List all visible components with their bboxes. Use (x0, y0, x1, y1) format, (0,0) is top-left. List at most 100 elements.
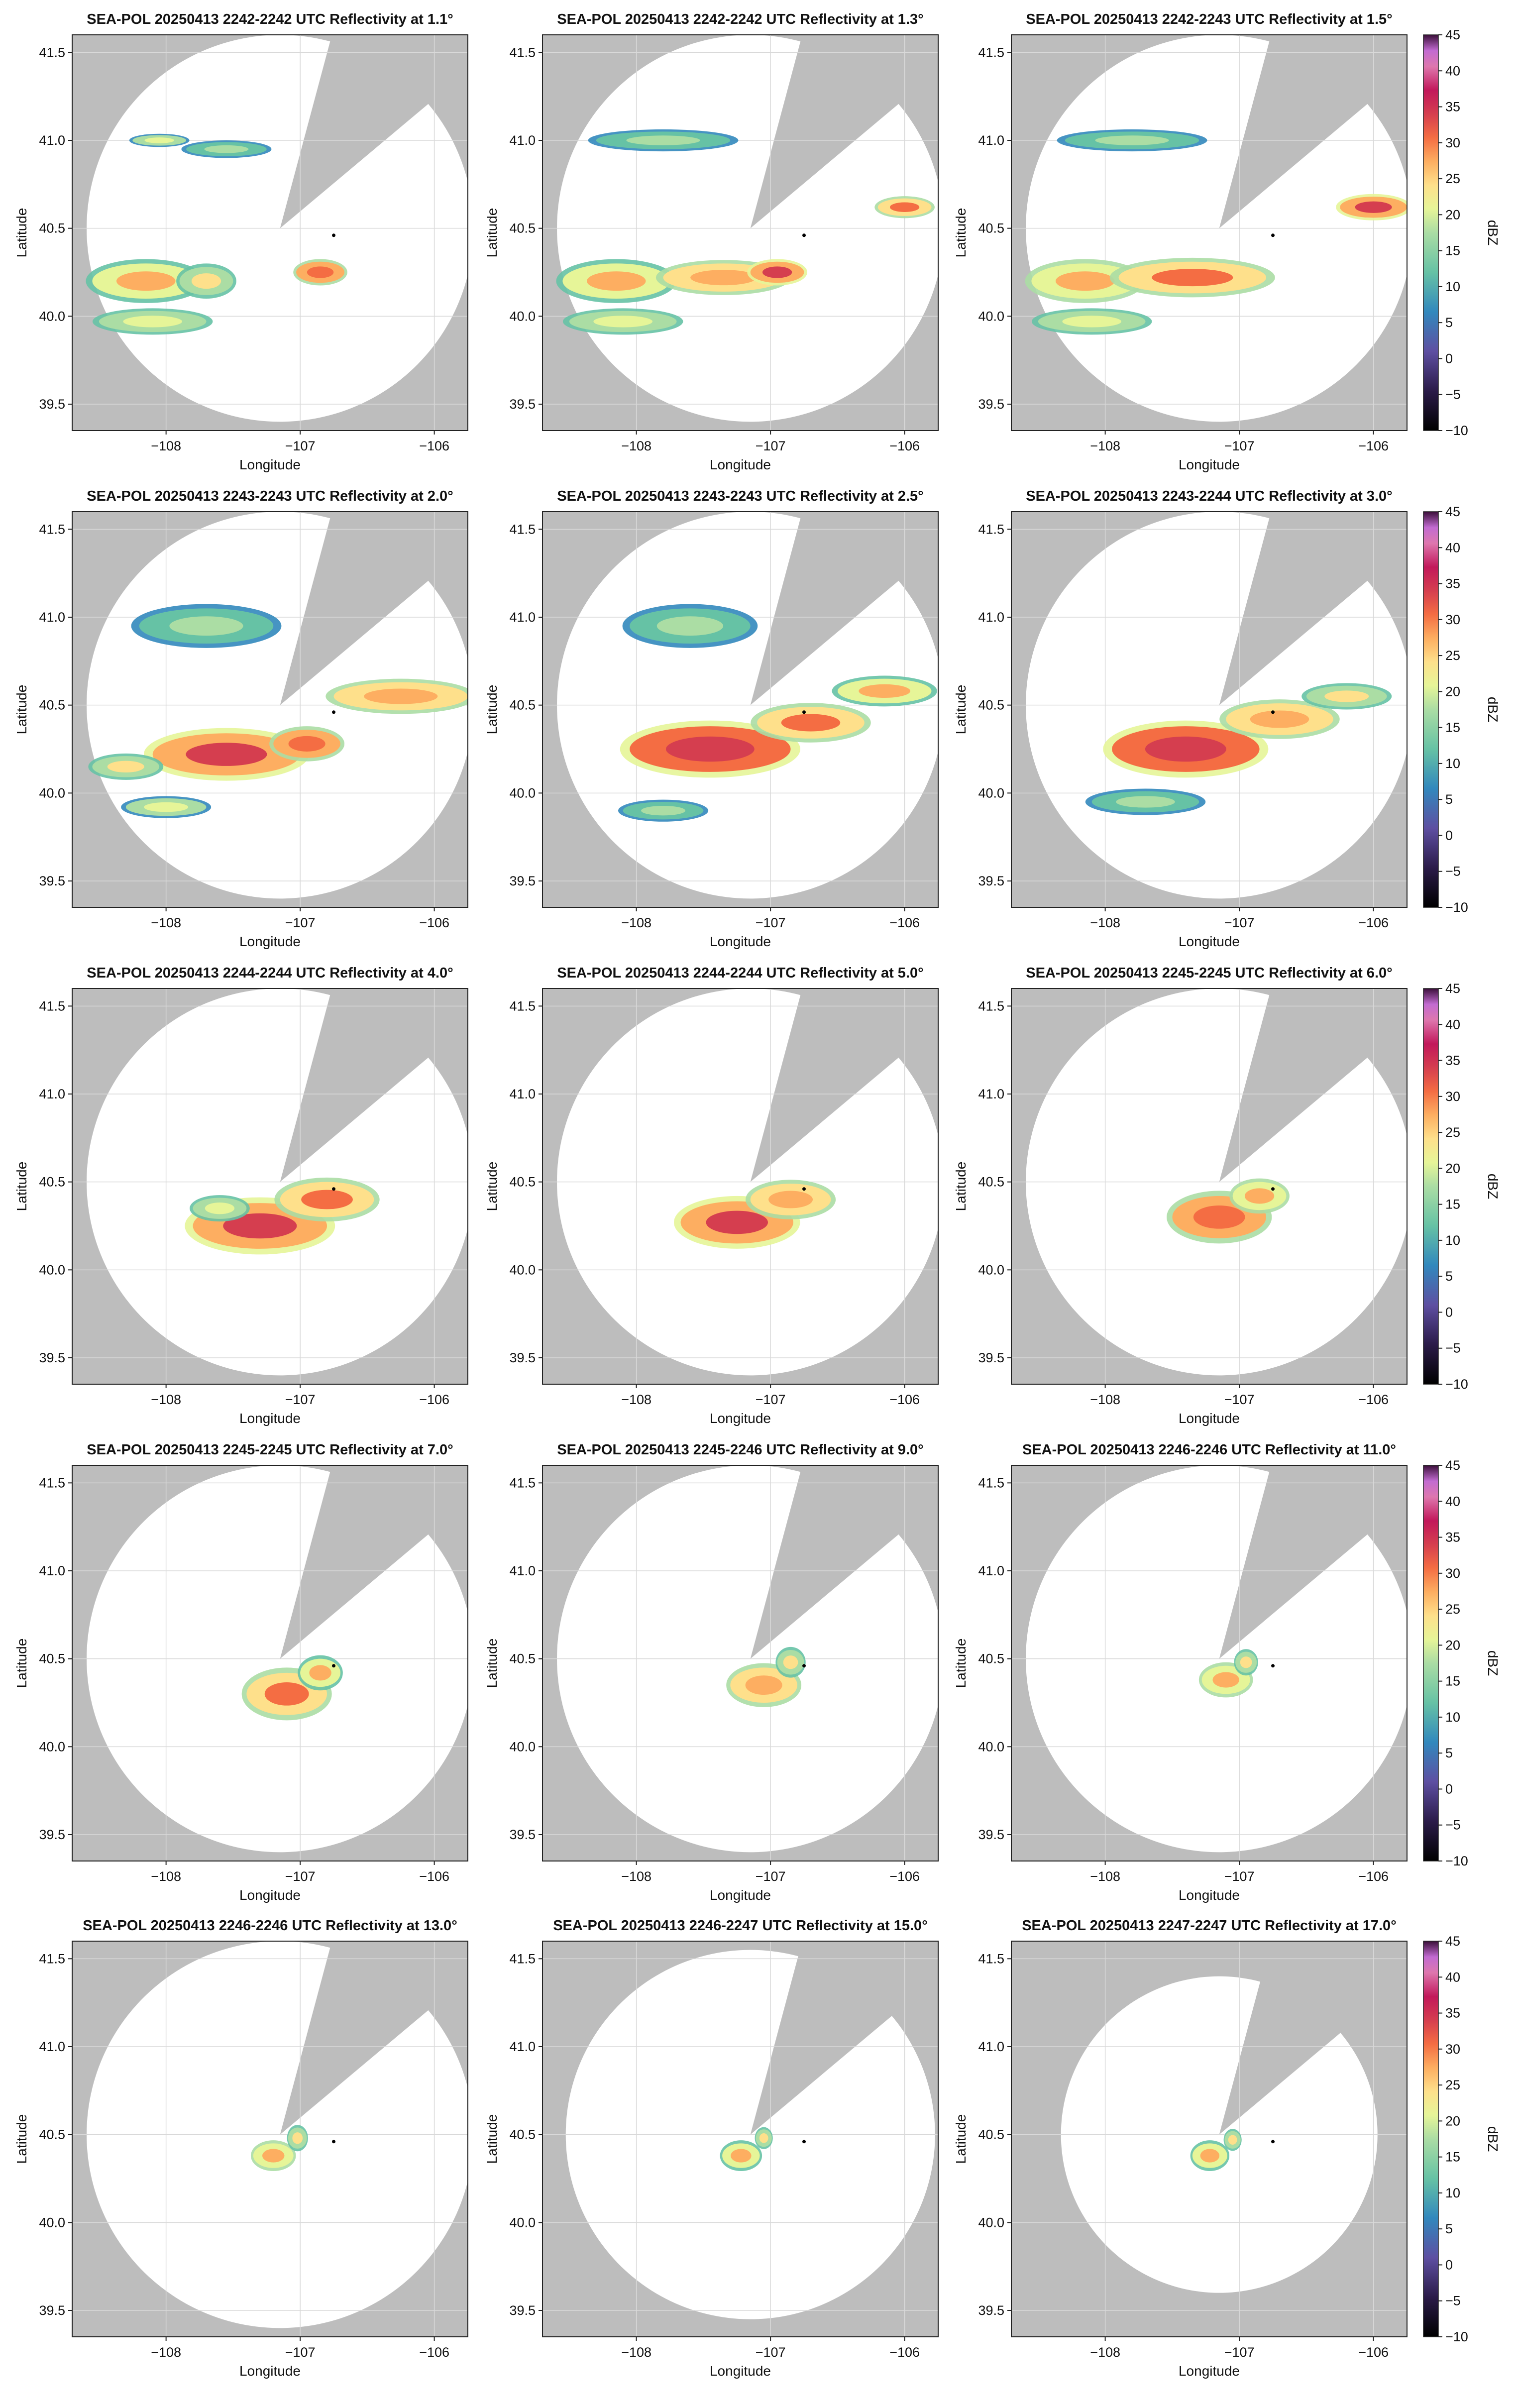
x-tick-label: −108 (621, 915, 651, 930)
panel-title: SEA-POL 20250413 2246-2246 UTC Reflectiv… (83, 1918, 457, 1934)
x-tick-label: −108 (1090, 915, 1120, 930)
radar-site-marker (802, 710, 806, 714)
axes-frame (72, 1941, 468, 2337)
colorbar-tick-label: 0 (1445, 828, 1453, 843)
colorbar-tick-label: −10 (1445, 1377, 1468, 1392)
x-tick-label: −107 (285, 915, 316, 930)
axes-frame (542, 1465, 939, 1861)
colorbar-tick-label: 25 (1445, 171, 1460, 186)
colorbar-label: dBZ (1485, 1174, 1501, 1199)
colorbar: −10 −5 0 5 10 15 20 25 30 35 40 45 dBZ (1423, 1934, 1501, 2344)
colorbar-gradient (1423, 1465, 1439, 1861)
y-tick-label: 39.5 (509, 2303, 536, 2318)
x-tick-label: −106 (1358, 915, 1389, 930)
y-tick-label: 40.0 (509, 785, 536, 800)
echo-cell-core (186, 743, 267, 766)
colorbar-tick-label: 5 (1445, 315, 1453, 330)
radar-site-marker (802, 1664, 806, 1668)
echo-cell-core (889, 202, 920, 212)
colorbar-tick-label: 20 (1445, 207, 1460, 222)
radar-panel: SEA-POL 20250413 2242-2243 UTC Reflectiv… (953, 11, 1501, 472)
echo-cell-core (169, 616, 243, 636)
colorbar-tick-label: 35 (1445, 100, 1460, 114)
echo-cell-core (1193, 1205, 1245, 1229)
echo-cell-core (1240, 1656, 1252, 1668)
echo-cell-core (586, 271, 646, 291)
panel-title: SEA-POL 20250413 2243-2243 UTC Reflectiv… (87, 488, 453, 504)
echo-cell-core (783, 1655, 798, 1669)
y-axis-label: Latitude (953, 1162, 969, 1211)
echo-cell-core (1228, 2135, 1237, 2145)
y-tick-label: 40.0 (509, 309, 536, 324)
echo-cell-core (762, 266, 792, 278)
x-tick-label: −108 (1090, 2345, 1120, 2360)
x-axis-label: Longitude (239, 457, 301, 472)
panel-title: SEA-POL 20250413 2246-2246 UTC Reflectiv… (1022, 1442, 1396, 1458)
colorbar-tick-label: 45 (1445, 27, 1460, 42)
colorbar-tick-label: 40 (1445, 1494, 1460, 1509)
colorbar-tick-label: 5 (1445, 2221, 1453, 2236)
x-tick-label: −108 (621, 438, 651, 453)
echo-cell-core (1062, 316, 1121, 328)
radar-site-marker (802, 233, 806, 237)
radar-panel: SEA-POL 20250413 2245-2246 UTC Reflectiv… (484, 1442, 939, 1903)
colorbar: −10 −5 0 5 10 15 20 25 30 35 40 45 dBZ (1423, 1458, 1501, 1868)
y-tick-label: 41.5 (978, 998, 1004, 1013)
echo-cell-core (1250, 710, 1309, 728)
y-axis-label: Latitude (953, 208, 969, 258)
axes-frame (1011, 34, 1408, 431)
x-axis-label: Longitude (710, 1887, 771, 1903)
x-axis-label: Longitude (1179, 1411, 1240, 1426)
axes-frame (1011, 511, 1408, 908)
radar-panel: SEA-POL 20250413 2243-2243 UTC Reflectiv… (14, 488, 468, 949)
colorbar-tick-label: 25 (1445, 1602, 1460, 1617)
colorbar-tick-label: 0 (1445, 351, 1453, 366)
y-tick-label: 40.0 (978, 1739, 1004, 1754)
colorbar-tick-label: 10 (1445, 1233, 1460, 1248)
colorbar-tick-label: 5 (1445, 1269, 1453, 1284)
x-axis-label: Longitude (1179, 1887, 1240, 1903)
echo-cell-core (301, 1190, 353, 1209)
y-tick-label: 39.5 (509, 397, 536, 412)
colorbar-tick-label: 35 (1445, 2006, 1460, 2021)
echo-cell-core (626, 135, 700, 145)
x-tick-label: −107 (1224, 438, 1255, 453)
radar-panel: SEA-POL 20250413 2244-2244 UTC Reflectiv… (484, 965, 939, 1426)
y-tick-label: 41.5 (39, 1951, 65, 1966)
y-axis-label: Latitude (14, 2114, 29, 2164)
y-tick-label: 40.5 (509, 2127, 536, 2142)
radar-site-marker (332, 2140, 336, 2144)
axes-frame (72, 988, 468, 1385)
axes-frame (542, 34, 939, 431)
colorbar-tick-label: −5 (1445, 387, 1461, 402)
colorbar-gradient (1423, 988, 1439, 1385)
x-axis-label: Longitude (239, 934, 301, 949)
echo-cell-core (144, 802, 189, 812)
echo-cell-core (745, 1675, 782, 1695)
echo-cell-core (1324, 690, 1369, 702)
colorbar-label: dBZ (1485, 697, 1501, 722)
echo-cell-core (1200, 2149, 1220, 2163)
x-tick-label: −108 (1090, 438, 1120, 453)
echo-cell-core (768, 1191, 813, 1208)
radar-panel: SEA-POL 20250413 2246-2247 UTC Reflectiv… (484, 1918, 939, 2379)
y-tick-label: 41.5 (978, 522, 1004, 537)
y-tick-label: 41.5 (39, 45, 65, 60)
x-tick-label: −106 (419, 915, 449, 930)
colorbar-tick-label: 30 (1445, 1566, 1460, 1581)
echo-cell-core (191, 273, 221, 289)
x-tick-label: −106 (889, 1869, 920, 1884)
colorbar-tick-label: 20 (1445, 1161, 1460, 1176)
colorbar-tick-label: 15 (1445, 720, 1460, 735)
echo-cell-core (665, 736, 755, 762)
panel-title: SEA-POL 20250413 2246-2247 UTC Reflectiv… (553, 1918, 928, 1934)
y-tick-label: 40.5 (39, 1175, 65, 1190)
radar-site-marker (1271, 710, 1275, 714)
echo-cell-core (1116, 796, 1175, 808)
y-axis-label: Latitude (953, 2114, 969, 2164)
x-axis-label: Longitude (1179, 457, 1240, 472)
colorbar-tick-label: 5 (1445, 792, 1453, 807)
colorbar-label: dBZ (1485, 220, 1501, 245)
y-axis-label: Latitude (14, 685, 29, 735)
colorbar-tick-label: 0 (1445, 1305, 1453, 1319)
